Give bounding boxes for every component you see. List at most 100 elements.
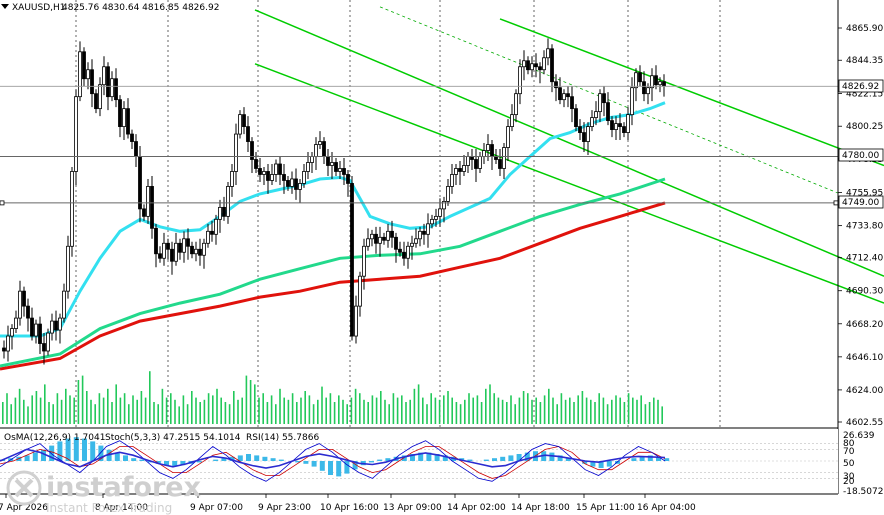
volume-bar <box>602 397 605 424</box>
candle-body <box>634 72 638 89</box>
channel-line <box>254 63 884 304</box>
volume-bar <box>44 384 46 424</box>
candle-body <box>578 126 582 133</box>
volume-bar <box>136 399 138 424</box>
volume-bar <box>380 391 382 424</box>
candle-body <box>526 60 530 71</box>
volume-bar <box>413 388 416 424</box>
candle-body <box>602 93 606 104</box>
price-tick-label: 4668.20 <box>846 320 883 330</box>
candle-body <box>26 305 30 319</box>
candle-body <box>134 141 138 157</box>
candle-body <box>650 75 654 89</box>
candle-body <box>358 275 362 307</box>
candle-body <box>78 51 82 98</box>
candle-body <box>642 81 646 95</box>
osma-bar <box>278 459 284 461</box>
candle-body <box>506 126 510 148</box>
candle-body <box>2 347 6 352</box>
candle-body <box>118 99 122 127</box>
volume-bar <box>23 399 25 424</box>
symbol-dropdown-icon[interactable] <box>1 4 9 9</box>
candle-body <box>342 168 346 175</box>
volume-bar <box>661 406 663 424</box>
osma-bar <box>434 454 440 461</box>
candle-body <box>298 183 302 190</box>
candle-body <box>542 57 546 71</box>
volume-bar <box>216 388 218 424</box>
volume-bar <box>262 393 264 424</box>
candle-body <box>18 290 22 319</box>
candle-body <box>498 159 502 169</box>
candle-body <box>462 165 466 172</box>
volume-bar <box>60 399 63 424</box>
candle-body <box>162 242 166 259</box>
candle-body <box>106 66 110 98</box>
candle-body <box>266 171 270 181</box>
candle-body <box>10 328 14 337</box>
volume-bar <box>396 397 399 424</box>
osma-bar <box>352 461 358 470</box>
osma-bar <box>164 461 169 466</box>
current-price-tag: 4826.92 <box>838 79 884 93</box>
level-1-tag: 4780.00 <box>838 148 884 162</box>
volume-bar <box>585 397 588 424</box>
volume-bar <box>426 404 428 424</box>
volume-bar <box>581 391 584 424</box>
candle-body <box>442 200 446 210</box>
volume-bar <box>577 395 579 424</box>
candle-body <box>394 236 398 250</box>
moving-average-fast <box>0 101 666 338</box>
volume-bar <box>342 399 344 424</box>
candle-body <box>82 51 86 80</box>
indicator-pane[interactable] <box>0 429 838 494</box>
volume-bar <box>144 397 147 424</box>
volume-bar <box>128 404 130 424</box>
candle-body <box>166 242 170 250</box>
osma-bar <box>254 455 260 461</box>
main-plot-area[interactable] <box>0 0 838 428</box>
volume-bar <box>388 404 390 424</box>
candle-body <box>306 162 310 172</box>
volume-bar <box>552 397 554 424</box>
indicator-scale-label: 20 <box>843 477 855 487</box>
price-tick-label: 4624.00 <box>846 386 883 396</box>
volume-bar <box>632 397 634 424</box>
candle-body <box>222 206 226 217</box>
osma-bar <box>172 461 178 467</box>
osma-bar <box>401 455 407 461</box>
volume-bar <box>564 399 567 424</box>
indicator-scale-label: 80 <box>843 439 855 449</box>
candle-body <box>190 245 194 255</box>
candle-body <box>546 48 550 59</box>
volume-bar <box>157 404 159 424</box>
indicator-scale-label: 30 <box>843 472 855 482</box>
candle-body <box>194 248 198 255</box>
volume-bar <box>178 406 180 424</box>
volume-bar <box>371 395 374 424</box>
volume-bar <box>212 395 214 424</box>
osma-bar <box>647 455 653 461</box>
volume-bar <box>90 399 92 424</box>
candle-body <box>250 141 254 160</box>
volume-bar <box>245 375 248 424</box>
volume-bar <box>405 402 407 424</box>
volume-bar <box>140 391 143 424</box>
candle-body <box>374 233 378 244</box>
candle-body <box>658 81 662 86</box>
candle-body <box>406 245 410 259</box>
candle-body <box>290 178 294 187</box>
volume-bar <box>434 397 437 424</box>
volume-bar <box>10 404 12 424</box>
volume-bar <box>556 404 558 424</box>
osma-bar <box>606 461 612 467</box>
candle-body <box>590 117 594 127</box>
volume-bar <box>338 395 340 424</box>
volume-bar <box>329 393 332 424</box>
volume-bar <box>392 393 395 424</box>
volume-bar <box>489 384 491 424</box>
candle-body <box>262 171 266 175</box>
osma-bar <box>41 449 46 461</box>
